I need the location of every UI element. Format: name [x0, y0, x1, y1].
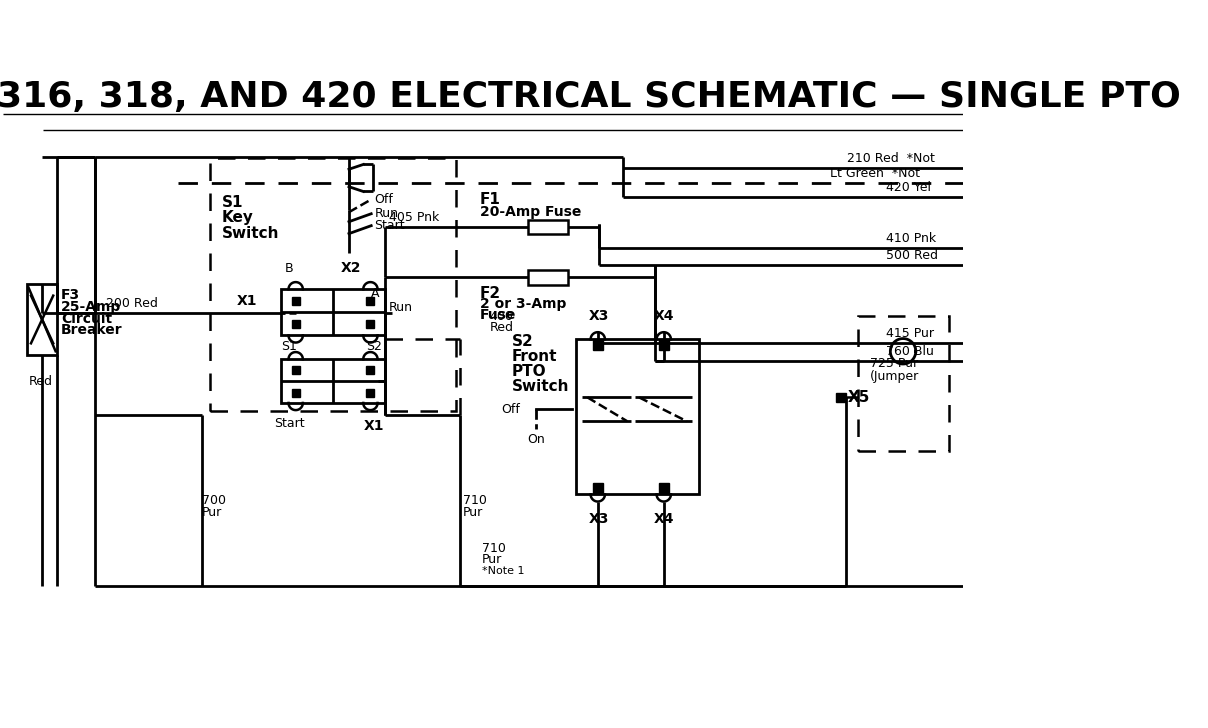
Text: Pur: Pur	[463, 505, 483, 518]
Text: Run: Run	[374, 207, 399, 221]
Text: 405 Pnk: 405 Pnk	[389, 211, 440, 224]
Text: B: B	[285, 262, 294, 275]
Bar	[593, 339, 603, 350]
Text: Red: Red	[489, 321, 513, 334]
Text: Start: Start	[374, 219, 405, 232]
Text: 415 Pur: 415 Pur	[885, 327, 934, 340]
Text: S1: S1	[281, 340, 297, 353]
Text: 210 Red  *Not: 210 Red *Not	[847, 152, 935, 165]
Bar	[836, 392, 846, 402]
Text: X1: X1	[364, 419, 384, 433]
Text: Key: Key	[222, 210, 254, 225]
Bar	[366, 320, 374, 328]
Text: Switch: Switch	[512, 379, 569, 394]
Text: 316, 318, AND 420 ELECTRICAL SCHEMATIC — SINGLE PTO: 316, 318, AND 420 ELECTRICAL SCHEMATIC —…	[0, 80, 1180, 114]
Bar	[575, 339, 698, 494]
Text: X5: X5	[847, 390, 870, 405]
Text: Run: Run	[389, 301, 413, 314]
Text: Breaker: Breaker	[62, 323, 123, 338]
Text: 25-Amp: 25-Amp	[62, 300, 122, 314]
Text: Switch: Switch	[222, 226, 279, 242]
Text: X2: X2	[341, 261, 361, 275]
Text: Front: Front	[512, 349, 557, 364]
Bar	[291, 389, 300, 397]
Text: X1: X1	[237, 294, 257, 308]
Text: Fuse: Fuse	[480, 309, 517, 323]
Text: *Note 1: *Note 1	[482, 566, 524, 576]
Bar	[291, 366, 300, 374]
Bar	[366, 389, 374, 397]
Text: Off: Off	[374, 193, 394, 206]
Bar	[27, 284, 57, 355]
Text: On: On	[527, 433, 545, 446]
Text: 710: 710	[463, 494, 487, 507]
Text: (Jumper: (Jumper	[870, 370, 919, 383]
Text: Circuit: Circuit	[62, 312, 112, 325]
Text: X3: X3	[588, 512, 609, 526]
Bar	[528, 220, 568, 234]
Text: F2: F2	[480, 286, 501, 301]
Text: 725 Pur: 725 Pur	[870, 357, 918, 370]
Text: Start: Start	[274, 417, 304, 430]
Text: Off: Off	[501, 403, 519, 416]
Bar	[528, 270, 568, 285]
Text: 2 or 3-Amp: 2 or 3-Amp	[480, 297, 567, 312]
Text: Lt Green  *Not: Lt Green *Not	[830, 167, 920, 180]
Text: 200 Red: 200 Red	[106, 297, 158, 310]
Text: Pur: Pur	[202, 505, 222, 518]
Bar	[291, 320, 300, 328]
Bar	[291, 297, 300, 305]
Text: F3: F3	[62, 288, 80, 301]
Text: 700: 700	[202, 494, 226, 507]
Bar	[281, 289, 384, 336]
Text: X3: X3	[588, 309, 609, 323]
Text: S2: S2	[512, 334, 534, 349]
Text: 410 Pnk: 410 Pnk	[885, 232, 936, 245]
Text: 420 Yel: 420 Yel	[885, 181, 930, 194]
Text: 710: 710	[482, 542, 506, 555]
Text: S2: S2	[366, 340, 382, 353]
Text: 400: 400	[489, 310, 513, 323]
Text: X4: X4	[655, 512, 675, 526]
Text: Red: Red	[29, 375, 53, 388]
Bar	[593, 483, 603, 494]
Text: 500 Red: 500 Red	[885, 249, 937, 262]
Text: Pur: Pur	[482, 553, 503, 566]
Text: X4: X4	[655, 309, 675, 323]
Text: S1: S1	[222, 194, 243, 210]
Text: 20-Amp Fuse: 20-Amp Fuse	[480, 205, 581, 218]
Bar	[660, 483, 668, 494]
Bar	[210, 158, 457, 411]
Bar	[660, 339, 668, 350]
Text: 760 Blu: 760 Blu	[885, 344, 934, 357]
Text: PTO: PTO	[512, 364, 546, 379]
Bar	[366, 297, 374, 305]
Bar	[366, 366, 374, 374]
Bar	[281, 359, 384, 403]
Bar	[858, 315, 949, 451]
Text: F1: F1	[480, 192, 501, 207]
Text: A: A	[371, 287, 379, 300]
